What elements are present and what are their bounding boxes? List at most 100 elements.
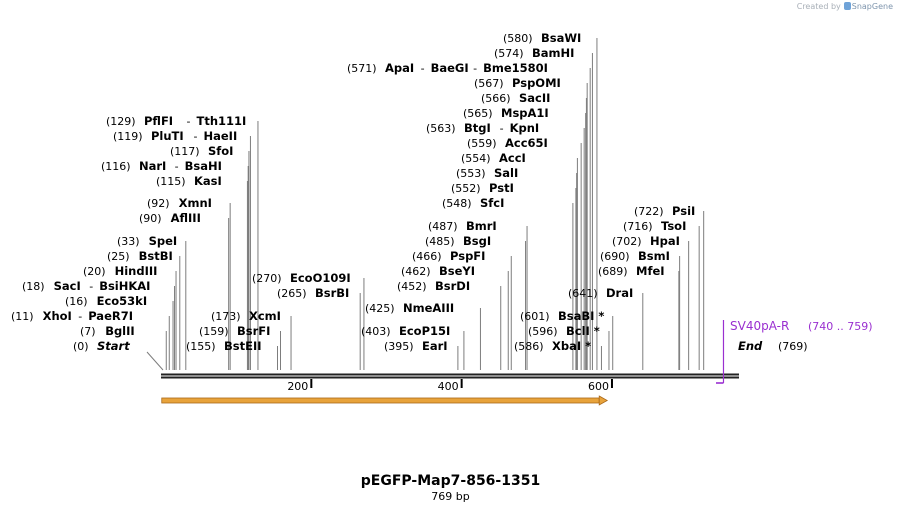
enzyme-name: EcoP15I xyxy=(399,324,450,338)
enzyme-name: XhoI xyxy=(43,309,72,323)
ruler-tick-label: 200 xyxy=(287,380,308,393)
site-label: (159) BsrFI xyxy=(199,324,270,338)
enzyme-name: SfoI xyxy=(208,144,233,158)
enzyme-name: Bme1580I xyxy=(483,61,548,75)
site-label: (117) SfoI xyxy=(170,144,233,158)
site-separator: - xyxy=(187,115,191,128)
site-label: (129) PflFI - Tth111I xyxy=(106,114,246,128)
site-label: (641) DraI xyxy=(568,286,633,300)
site-label: (571) ApaI - BaeGI - Bme1580I xyxy=(347,61,548,75)
site-position: (596) xyxy=(528,325,558,338)
site-position: (689) xyxy=(598,265,628,278)
site-position: (487) xyxy=(428,220,458,233)
site-separator: - xyxy=(175,160,179,173)
site-position: (265) xyxy=(277,287,307,300)
enzyme-name: EarI xyxy=(422,339,448,353)
site-position: (567) xyxy=(474,77,504,90)
watermark-brand: SnapGene xyxy=(851,2,893,11)
site-label: (485) BsgI xyxy=(425,234,491,248)
site-label: (25) BstBI xyxy=(107,249,173,263)
site-position: (395) xyxy=(384,340,414,353)
enzyme-name: XbaI * xyxy=(552,339,591,353)
enzyme-name: BsiHKAI xyxy=(99,279,150,293)
site-label: (173) XcmI xyxy=(211,309,281,323)
site-position: (117) xyxy=(170,145,200,158)
site-separator: - xyxy=(500,122,504,135)
site-label: (265) BsrBI xyxy=(277,286,349,300)
site-position: (16) xyxy=(65,295,88,308)
site-label: (462) BseYI xyxy=(401,264,475,278)
site-label: (596) BclI * xyxy=(528,324,600,338)
site-label: (689) MfeI xyxy=(598,264,665,278)
enzyme-name: PflFI xyxy=(144,114,173,128)
feature-name: SV40pA-R xyxy=(730,319,789,333)
site-position: (425) xyxy=(365,302,395,315)
site-label: (554) AccI xyxy=(461,151,526,165)
enzyme-name: AflIII xyxy=(171,211,201,225)
enzyme-name: BstEII xyxy=(224,339,262,353)
site-position: (552) xyxy=(451,182,481,195)
enzyme-name: BsrBI xyxy=(315,286,349,300)
enzyme-name: PstI xyxy=(489,181,514,195)
site-label: (690) BsmI xyxy=(600,249,670,263)
enzyme-name: BaeGI xyxy=(431,61,469,75)
site-position: (554) xyxy=(461,152,491,165)
site-position: (485) xyxy=(425,235,455,248)
enzyme-name: BclI * xyxy=(566,324,600,338)
site-position: (580) xyxy=(503,32,533,45)
site-label: (403) EcoP15I xyxy=(361,324,450,338)
site-position: (565) xyxy=(463,107,493,120)
site-label: (566) SacII xyxy=(481,91,550,105)
site-label: (552) PstI xyxy=(451,181,514,195)
site-label: (580) BsaWI xyxy=(503,31,581,45)
site-label: (601) BsaBI * xyxy=(520,309,604,323)
enzyme-name: PaeR7I xyxy=(88,309,133,323)
site-position: (641) xyxy=(568,287,598,300)
enzyme-name: BsaBI * xyxy=(558,309,604,323)
enzyme-name: SacII xyxy=(519,91,550,105)
enzyme-name: PspOMI xyxy=(512,76,561,90)
site-label: (18) SacI - BsiHKAI xyxy=(22,279,150,293)
site-label: (567) PspOMI xyxy=(474,76,561,90)
site-position: (11) xyxy=(11,310,34,323)
enzyme-name: Acc65I xyxy=(505,136,548,150)
site-position: (722) xyxy=(634,205,664,218)
site-separator: - xyxy=(89,280,93,293)
site-label: (92) XmnI xyxy=(147,196,212,210)
enzyme-name: HaeII xyxy=(204,129,238,143)
ruler-tick-label: 400 xyxy=(438,380,459,393)
enzyme-name: NarI xyxy=(139,159,166,173)
enzyme-name: BseYI xyxy=(439,264,475,278)
site-label: (563) BtgI - KpnI xyxy=(426,121,539,135)
site-position: (563) xyxy=(426,122,456,135)
feature-range: (740 .. 759) xyxy=(808,320,873,333)
enzyme-name: BsaHI xyxy=(185,159,222,173)
site-position: (92) xyxy=(147,197,170,210)
site-position: (20) xyxy=(83,265,106,278)
site-label: (11) XhoI - PaeR7I xyxy=(11,309,133,323)
enzyme-name: BmrI xyxy=(466,219,497,233)
end-label: End xyxy=(738,339,763,353)
site-label: (7) BglII xyxy=(80,324,135,338)
orf-arrowhead xyxy=(598,395,609,406)
site-label: (586) XbaI * xyxy=(514,339,591,353)
site-label: (16) Eco53kI xyxy=(65,294,147,308)
enzyme-name: BsmI xyxy=(638,249,670,263)
site-position: (18) xyxy=(22,280,45,293)
start-label: Start xyxy=(97,339,130,353)
site-position: (270) xyxy=(252,272,282,285)
site-separator: - xyxy=(78,310,82,323)
site-label: (559) Acc65I xyxy=(467,136,548,150)
site-position: (129) xyxy=(106,115,136,128)
site-position: (173) xyxy=(211,310,241,323)
enzyme-name: HindIII xyxy=(115,264,158,278)
watermark-prefix: Created by xyxy=(796,2,841,11)
enzyme-name: BsgI xyxy=(463,234,491,248)
enzyme-name: NmeAIII xyxy=(403,301,454,315)
site-position: (553) xyxy=(456,167,486,180)
enzyme-name: BstBI xyxy=(139,249,173,263)
snapgene-watermark[interactable]: Created by SnapGene xyxy=(797,2,893,11)
site-label: (119) PluTI - HaeII xyxy=(113,129,237,143)
